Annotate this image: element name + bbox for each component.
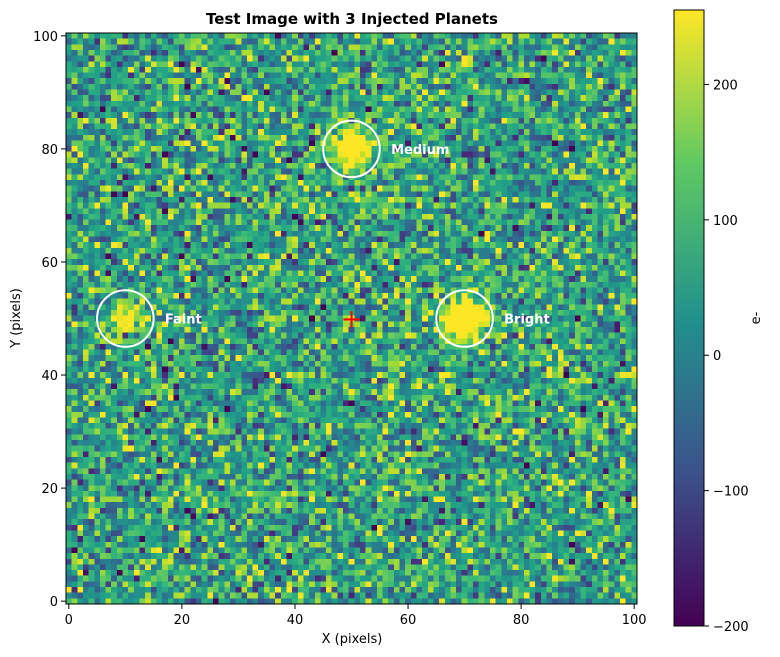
- colorbar: −200 −100 0 100 200 e-: [673, 9, 764, 635]
- colorbar-tick-label: −200: [713, 620, 749, 635]
- center-marker: +: [341, 305, 363, 335]
- plot-frame: [65, 32, 638, 605]
- y-tick-label: 0: [50, 595, 58, 610]
- x-tick-label: 100: [622, 613, 647, 628]
- planet-circle-faint: [96, 289, 155, 348]
- y-tick-label: 100: [33, 30, 58, 45]
- y-axis-label: Y (pixels): [9, 288, 24, 349]
- y-tick-label: 80: [41, 143, 58, 158]
- x-axis-label: X (pixels): [322, 632, 383, 647]
- planet-label-bright: Bright: [504, 313, 550, 328]
- y-tick-label: 20: [41, 482, 58, 497]
- planet-label-faint: Faint: [165, 313, 202, 328]
- x-tick-label: 0: [65, 613, 73, 628]
- y-tick-label: 40: [41, 369, 58, 384]
- colorbar-tick-label: 100: [713, 214, 738, 229]
- x-tick-label: 80: [513, 613, 530, 628]
- x-tick-label: 60: [400, 613, 417, 628]
- heatmap-image: [66, 33, 637, 604]
- plot-area: Faint Medium Bright +: [65, 32, 638, 605]
- planet-circle-medium: [322, 119, 381, 179]
- colorbar-tick-label: 0: [713, 349, 721, 364]
- planet-circle-bright: [435, 289, 494, 348]
- y-tick-label: 60: [41, 256, 58, 271]
- colorbar-label: e-: [749, 311, 764, 324]
- y-axis: 0 20 40 60 80 100: [33, 30, 66, 610]
- colorbar-tick-label: 200: [713, 78, 738, 93]
- x-tick-label: 40: [287, 613, 304, 628]
- chart-title: Test Image with 3 Injected Planets: [206, 10, 498, 28]
- colorbar-gradient: [673, 9, 705, 627]
- colorbar-tick-label: −100: [713, 485, 749, 500]
- x-axis: 0 20 40 60 80 100: [65, 604, 647, 628]
- x-tick-label: 20: [174, 613, 191, 628]
- planet-label-medium: Medium: [391, 143, 449, 158]
